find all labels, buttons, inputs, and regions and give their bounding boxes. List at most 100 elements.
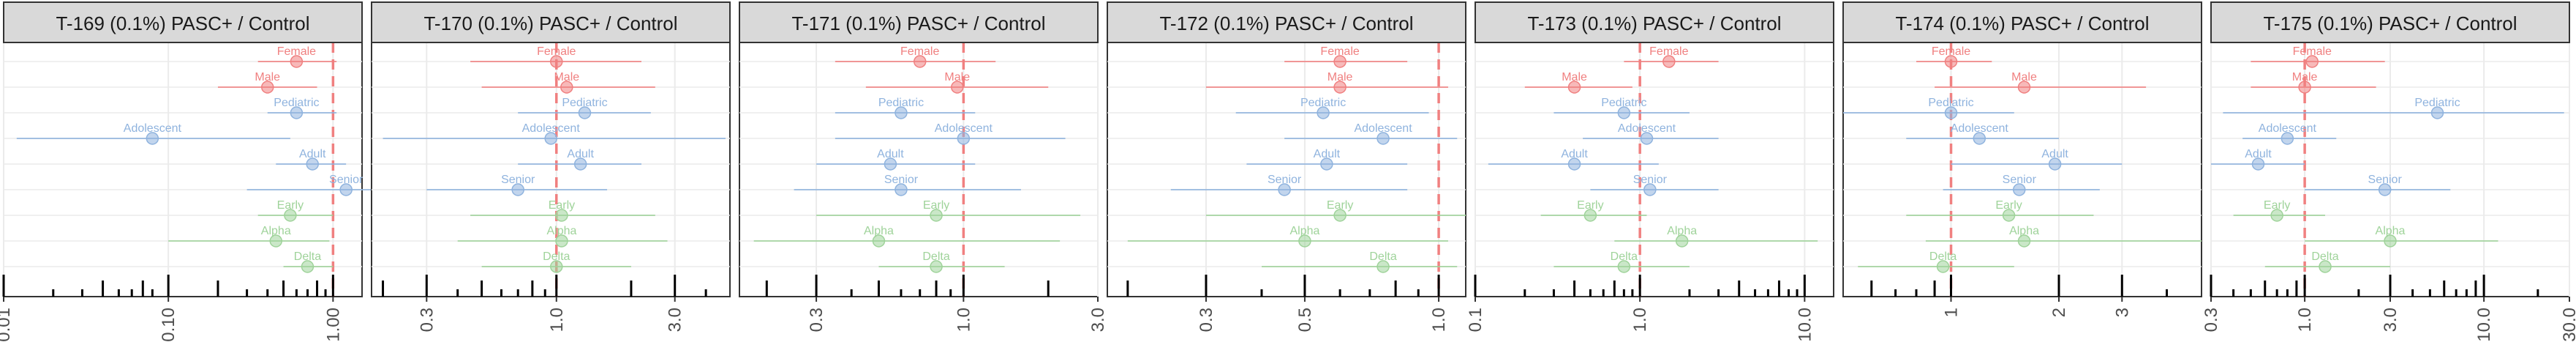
panel-title: T-171 (0.1%) PASC+ / Control	[791, 12, 1045, 34]
x-tick-label: 0.3	[2202, 308, 2221, 332]
x-tick-label: 1.0	[547, 308, 567, 332]
point-label: Adult	[877, 148, 904, 160]
point-estimate	[555, 209, 568, 222]
point-estimate	[1973, 132, 1986, 145]
point-estimate	[1298, 234, 1311, 248]
point-estimate	[1333, 209, 1347, 222]
point-estimate	[884, 157, 897, 171]
facet-panel: Female Male Pediatric Adolescent Adult Senior…	[371, 1, 731, 332]
point-label: Male	[1327, 71, 1353, 83]
x-tick-label: 1.0	[2295, 308, 2315, 332]
strip-header	[1107, 1, 1466, 43]
point-label: Adolescent	[2259, 122, 2317, 135]
point-estimate	[1333, 81, 1347, 94]
point-label: Alpha	[261, 225, 291, 237]
strip-header	[2210, 1, 2570, 43]
point-label: Female	[900, 45, 939, 58]
facet-panel: Female Male Pediatric Adolescent Adult Senior…	[1842, 1, 2202, 317]
point-label: Male	[2011, 71, 2037, 83]
point-estimate	[339, 183, 353, 196]
point-label: Female	[1932, 45, 1970, 58]
point-label: Male	[944, 71, 970, 83]
x-tick-label: 1	[1942, 308, 1962, 317]
point-estimate	[872, 234, 886, 248]
point-label: Senior	[1633, 174, 1668, 186]
point-label: Delta	[1369, 250, 1396, 263]
point-estimate	[290, 106, 304, 119]
point-label: Alpha	[864, 225, 894, 237]
point-estimate	[1675, 234, 1689, 248]
point-label: Male	[2292, 71, 2318, 83]
point-estimate	[1376, 132, 1390, 145]
point-label: Adolescent	[522, 122, 581, 135]
point-estimate	[2270, 209, 2283, 222]
panel-title: T-172 (0.1%) PASC+ / Control	[1159, 12, 1413, 34]
point-label: Delta	[1611, 250, 1638, 263]
strip-header	[371, 1, 731, 43]
point-estimate	[2378, 183, 2392, 196]
point-estimate	[895, 183, 908, 196]
x-tick-label: 0.3	[1197, 308, 1216, 332]
point-label: Early	[277, 199, 304, 212]
point-estimate	[1640, 132, 1654, 145]
point-label: Delta	[1929, 250, 1957, 263]
facet-panel: Female Male Pediatric Adolescent Adult Senior…	[1107, 1, 1466, 332]
point-label: Early	[1995, 199, 2022, 212]
point-estimate	[2017, 81, 2031, 94]
x-tick-label: 0.5	[1295, 308, 1315, 332]
point-estimate	[2281, 132, 2294, 145]
point-estimate	[1320, 157, 1333, 171]
point-label: Adult	[2245, 148, 2272, 160]
point-estimate	[2251, 157, 2265, 171]
point-estimate	[1317, 106, 1330, 119]
point-label: Delta	[922, 250, 949, 263]
panel-title: T-174 (0.1%) PASC+ / Control	[1895, 12, 2149, 34]
point-estimate	[1278, 183, 1291, 196]
point-estimate	[550, 55, 563, 68]
point-estimate	[1944, 55, 1958, 68]
point-estimate	[511, 183, 524, 196]
point-estimate	[146, 132, 159, 145]
point-estimate	[1567, 81, 1581, 94]
point-estimate	[2319, 260, 2332, 273]
point-label: Adult	[2041, 148, 2068, 160]
point-label: Alpha	[546, 225, 576, 237]
point-estimate	[2017, 234, 2031, 248]
point-label: Delta	[2311, 250, 2338, 263]
point-label: Adult	[1561, 148, 1588, 160]
point-estimate	[1583, 209, 1597, 222]
panel-background	[1475, 42, 1834, 297]
point-estimate	[957, 132, 971, 145]
x-tick-label: 0.10	[159, 308, 178, 342]
point-estimate	[550, 260, 563, 273]
x-tick-label: 10.0	[1795, 308, 1815, 342]
x-tick-label: 10.0	[2474, 308, 2494, 342]
x-tick-label: 1.00	[323, 308, 343, 342]
strip-header	[1842, 1, 2202, 43]
strip-header	[3, 1, 363, 43]
panel-background	[3, 42, 363, 297]
point-estimate	[1617, 260, 1631, 273]
x-tick-label: 3.0	[2381, 308, 2400, 332]
point-estimate	[1936, 260, 1950, 273]
point-label: Male	[554, 71, 579, 83]
point-estimate	[578, 106, 592, 119]
point-label: Senior	[884, 174, 919, 186]
point-estimate	[290, 55, 304, 68]
panel-background	[1107, 42, 1466, 297]
facet-panel: Female Male Pediatric Adolescent Adult Senior…	[0, 1, 399, 342]
point-label: Alpha	[2376, 225, 2406, 237]
point-estimate	[951, 81, 964, 94]
point-label: Adolescent	[1354, 122, 1412, 135]
point-estimate	[284, 209, 297, 222]
x-tick-label: 1.0	[1429, 308, 1449, 332]
point-label: Pediatric	[1928, 97, 1973, 109]
point-label: Alpha	[2009, 225, 2039, 237]
point-label: Early	[1327, 199, 1353, 212]
point-label: Senior	[2368, 174, 2403, 186]
point-estimate	[573, 157, 587, 171]
x-tick-label: 0.01	[0, 308, 14, 342]
point-label: Female	[537, 45, 576, 58]
point-label: Delta	[543, 250, 570, 263]
point-estimate	[895, 106, 908, 119]
